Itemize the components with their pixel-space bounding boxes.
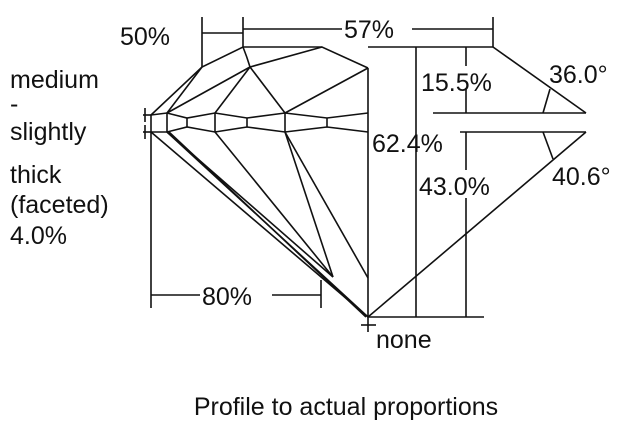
lower-half-label: 80% [202, 283, 252, 311]
crown-height-label: 15.5% [421, 69, 492, 97]
crown-angle-label: 36.0° [549, 61, 608, 89]
girdle-label: medium - slightly thick (faceted) 4.0% [10, 66, 109, 250]
pavilion-depth-label: 43.0% [419, 173, 490, 201]
diamond-face-view [143, 46, 376, 332]
girdle-line: 4.0% [10, 222, 67, 250]
total-depth-label: 62.4% [372, 130, 443, 158]
girdle-line: medium [10, 66, 99, 94]
girdle-line: thick [10, 161, 62, 189]
table-label: 57% [344, 16, 394, 44]
diamond-profile-view [367, 46, 587, 318]
girdle-line: (faceted) [10, 191, 109, 219]
pavilion-angle-label: 40.6° [552, 163, 611, 191]
crown-height-ratio-label: 50% [120, 23, 170, 51]
girdle-line: - [10, 90, 18, 118]
culet-label: none [376, 326, 432, 354]
girdle-line: slightly [10, 118, 87, 146]
caption: Profile to actual proportions [194, 393, 498, 421]
dimension-lines [150, 17, 494, 308]
